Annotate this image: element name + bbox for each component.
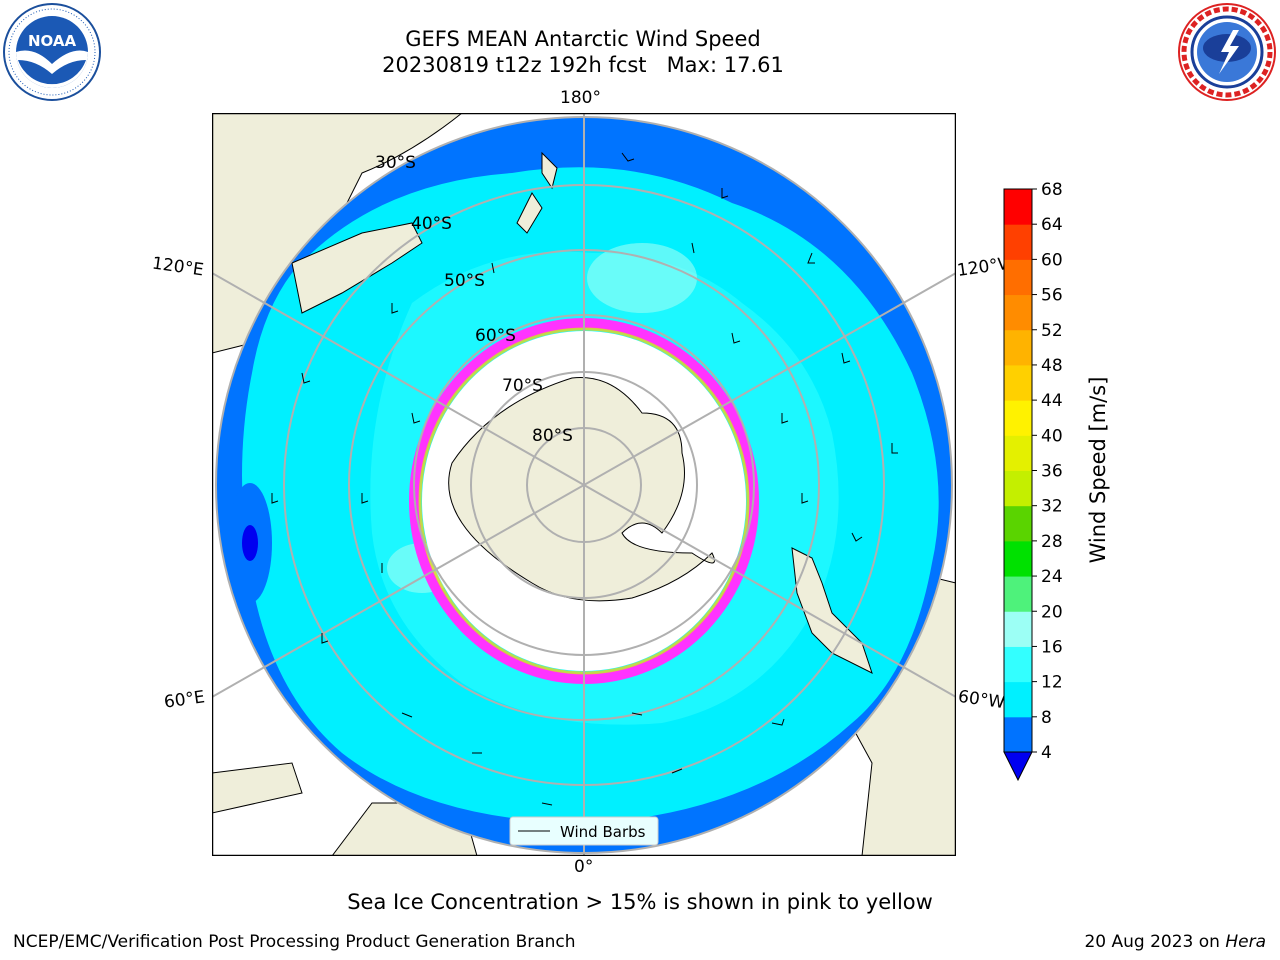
colorbar-bin: [1004, 189, 1032, 225]
lat-label-70s: 70°S: [502, 376, 543, 396]
colorbar-tick-label: 64: [1041, 215, 1063, 235]
colorbar-bin: [1004, 435, 1032, 471]
colorbar-bin: [1004, 259, 1032, 296]
polar-map: 30°S 40°S 50°S 60°S 70°S 80°S Wind Barbs: [212, 113, 956, 856]
map-frame: [212, 113, 956, 856]
map-legend: Wind Barbs: [509, 816, 659, 846]
colorbar-bin: [1004, 294, 1032, 331]
colorbar-bin: [1004, 505, 1032, 542]
wind-barbs: [271, 152, 898, 806]
colorbar-bin: [1004, 224, 1032, 260]
colorbar-bin: [1004, 470, 1032, 507]
colorbar-label: Wind Speed [m/s]: [1086, 377, 1110, 564]
colorbar-tick-label: 56: [1041, 286, 1063, 306]
footer-date: 20 Aug 2023 on Hera: [1084, 932, 1266, 952]
graticule: [212, 113, 956, 856]
colorbar-tick-label: 4: [1041, 743, 1052, 763]
colorbar-bin: [1004, 681, 1032, 718]
colorbar-bin: [1004, 329, 1032, 366]
colorbar-bin: [1004, 364, 1032, 401]
colorbar-extend-min: [1003, 751, 1033, 782]
colorbar-tick-label: 60: [1041, 250, 1063, 270]
noaa-logo-text: NOAA: [28, 32, 77, 50]
lat-label-80s: 80°S: [532, 426, 573, 446]
colorbar-tick-label: 24: [1041, 567, 1063, 587]
lon-label-180: 180°: [560, 88, 601, 108]
nws-logo: [1178, 3, 1276, 101]
colorbar-bin: [1004, 646, 1032, 683]
colorbar-tick-label: 16: [1041, 637, 1063, 657]
footer-host: Hera: [1225, 932, 1266, 952]
colorbar-bin: [1004, 716, 1032, 753]
colorbar-tick-label: 28: [1041, 532, 1063, 552]
colorbar-tick-label: 20: [1041, 602, 1063, 622]
footer-date-text: 20 Aug 2023 on: [1084, 932, 1226, 952]
sea-ice-caption: Sea Ice Concentration > 15% is shown in …: [347, 890, 933, 914]
colorbar-bin: [1004, 576, 1032, 612]
lon-label-60e: 60°E: [162, 687, 207, 713]
colorbar-tick-label: 40: [1041, 426, 1063, 446]
map-subtitle: 20230819 t12z 192h fcst Max: 17.61: [382, 53, 784, 77]
lat-label-40s: 40°S: [411, 214, 452, 234]
lon-label-0: 0°: [574, 857, 594, 877]
colorbar-bin: [1004, 611, 1032, 647]
lat-label-30s: 30°S: [375, 153, 416, 173]
lat-label-60s: 60°S: [475, 326, 516, 346]
colorbar-tick-label: 68: [1041, 180, 1063, 200]
colorbar-tick-label: 48: [1041, 356, 1063, 376]
lat-label-50s: 50°S: [444, 271, 485, 291]
colorbar-tick-label: 32: [1041, 497, 1063, 517]
colorbar-tick-label: 36: [1041, 462, 1063, 482]
footer-branch: NCEP/EMC/Verification Post Processing Pr…: [13, 932, 576, 952]
map-title: GEFS MEAN Antarctic Wind Speed: [405, 27, 761, 51]
latitude-labels: 30°S 40°S 50°S 60°S 70°S 80°S: [375, 153, 573, 446]
colorbar-tick-label: 52: [1041, 321, 1063, 341]
colorbar-bin: [1004, 540, 1032, 577]
colorbar-tick-label: 8: [1041, 708, 1052, 728]
colorbar-tick-label: 12: [1041, 673, 1063, 693]
colorbar-bin: [1004, 400, 1032, 436]
colorbar-bins: [1004, 189, 1032, 753]
colorbar-tick-label: 44: [1041, 391, 1063, 411]
noaa-logo: NOAA: [3, 3, 101, 101]
lon-label-120e: 120°E: [150, 253, 205, 281]
legend-label: Wind Barbs: [560, 823, 646, 841]
